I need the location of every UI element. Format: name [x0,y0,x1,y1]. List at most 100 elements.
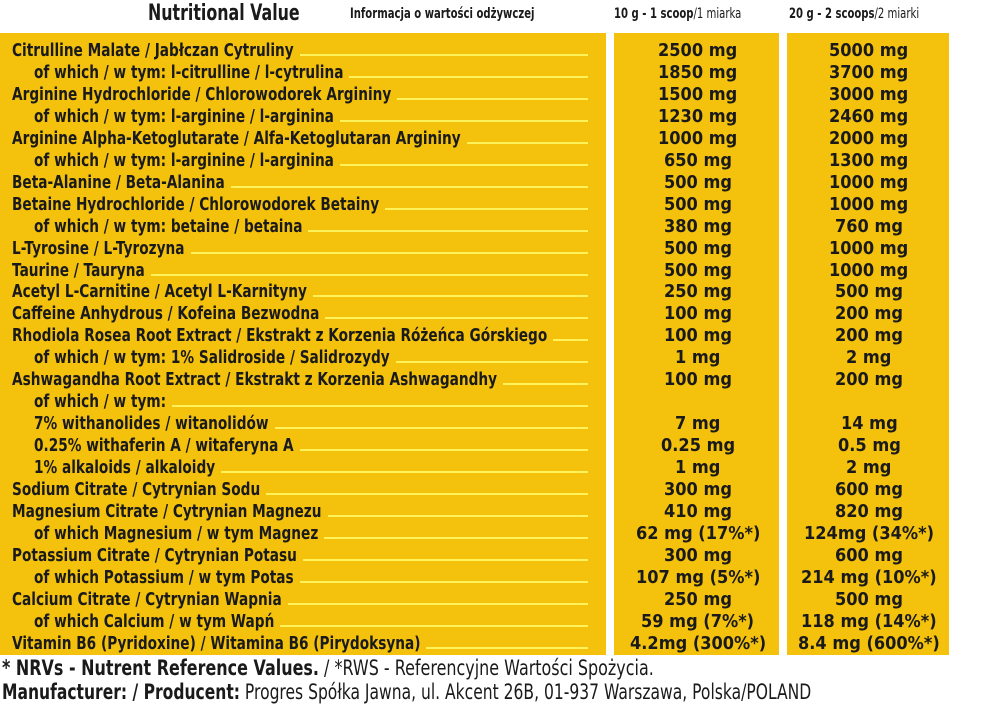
ingredient-label: of which / w tym: betaine / betaina [34,215,303,237]
value-two-scoops: 118 mg (14%*) [801,610,937,632]
table-row: Citrulline Malate / Jabłczan Cytruliny 25… [0,39,960,61]
column-header-2-bold: 20 g - 2 scoops [789,6,875,22]
table-row: Caffeine Anhydrous / Kofeina Bezwodna 100… [0,302,960,324]
ingredient-label: Calcium Citrate / Cytrynian Wapnia [12,588,282,610]
ingredient-label: of which / w tym: 1% Salidroside / Salid… [34,347,390,369]
leader-line [339,163,588,166]
leader-line [325,317,588,320]
value-one-scoop: 410 mg [664,500,732,522]
value-two-scoops: 5000 mg [829,40,909,61]
leader-line [466,141,588,144]
manufacturer-info: Manufacturer: / Producent: Progres Spółk… [2,680,811,704]
value-one-scoop: 250 mg [664,588,732,610]
value-two-scoops: 8.4 mg (600%*) [798,632,940,654]
table-row: Ashwagandha Root Extract / Ekstrakt z Ko… [0,368,960,390]
value-two-scoops: 0.5 mg [837,435,901,457]
table-row: Calcium Citrate / Cytrynian Wapnia 250 mg… [0,588,960,610]
value-two-scoops: 1000 mg [829,237,909,259]
ingredient-label: Rhodiola Rosea Root Extract / Ekstrakt z… [12,325,548,347]
value-two-scoops: 214 mg (10%*) [801,566,937,588]
ingredient-label: Betaine Hydrochloride / Chlorowodorek Be… [12,193,380,215]
value-one-scoop: 650 mg [664,149,732,171]
table-row: Magnesium Citrate / Cytrynian Magnezu 410… [0,500,960,522]
table-row: of which Calcium / w tym Wapń 59 mg (7%*)… [0,610,960,632]
ingredient-label: Arginine Alpha-Ketoglutarate / Alfa-Keto… [12,127,461,149]
leader-line [308,229,588,232]
value-one-scoop: 300 mg [664,479,732,500]
value-two-scoops: 1000 mg [829,259,909,281]
value-two-scoops: 2 mg [846,457,892,479]
leader-line [385,207,588,210]
ingredient-label: 7% withanolides / witanolidów [34,413,269,435]
table-row: of which / w tym: 1% Salidroside / Salid… [0,346,960,368]
table-row: Rhodiola Rosea Root Extract / Ekstrakt z… [0,324,960,346]
leader-line [221,471,588,474]
value-one-scoop: 0.25 mg [660,435,736,457]
table-row: Betaine Hydrochloride / Chlorowodorek Be… [0,193,960,215]
value-two-scoops: 820 mg [835,500,903,522]
ingredient-label: Acetyl L-Carnitine / Acetyl L-Karnityny [12,281,307,303]
leader-line [287,602,588,605]
one-scoop-panel [614,33,779,655]
ingredient-label: Caffeine Anhydrous / Kofeina Bezwodna [12,303,320,325]
value-two-scoops: 1000 mg [829,171,909,193]
table-row: of which / w tym: l-citrulline / l-cytru… [0,61,960,83]
table-row: of which Magnesium / w tym Magnez 62 mg (… [0,522,960,544]
value-two-scoops: 1300 mg [829,149,909,171]
table-row: of which Potassium / w tym Potas 107 mg (… [0,566,960,588]
ingredient-label: Citrulline Malate / Jabłczan Cytruliny [12,40,294,61]
ingredient-label: of which Magnesium / w tym Magnez [34,522,319,544]
value-one-scoop: 500 mg [664,171,732,193]
leader-line [274,427,588,430]
value-two-scoops: 200 mg [835,369,903,391]
leader-line [339,119,588,122]
value-two-scoops: 1000 mg [829,193,909,215]
ingredient-label: of which / w tym: [34,391,167,413]
leader-line [172,405,588,408]
value-one-scoop: 4.2mg (300%*) [629,632,767,654]
table-row: Sodium Citrate / Cytrynian Sodu 300 mg 600… [0,478,960,500]
leader-line [503,383,588,386]
leader-line [299,580,588,583]
ingredient-label: 0.25% withaferin A / witaferyna A [34,435,294,457]
ingredient-label: of which Potassium / w tym Potas [34,566,294,588]
ingredient-label: Ashwagandha Root Extract / Ekstrakt z Ko… [12,369,498,391]
leader-line [299,449,588,452]
manufacturer-label: Manufacturer: / Producent: [2,680,240,704]
leader-line [426,646,588,649]
ingredient-label: Sodium Citrate / Cytrynian Sodu [12,479,261,500]
table-row: of which / w tym: l-arginine / l-arginin… [0,149,960,171]
value-one-scoop: 500 mg [664,193,732,215]
table-row: 7% withanolides / witanolidów 7 mg 14 mg [0,412,960,434]
leader-line [327,514,588,517]
leader-line [397,97,588,100]
leader-line [230,185,588,188]
manufacturer-address: Progres Spółka Jawna, ul. Akcent 26B, 01… [239,680,812,704]
ingredient-label: L-Tyrosine / L-Tyrozyna [12,237,185,259]
value-one-scoop: 1230 mg [658,105,738,127]
value-one-scoop: 300 mg [664,544,732,566]
value-two-scoops: 3000 mg [829,83,909,105]
value-two-scoops: 600 mg [835,479,903,500]
value-one-scoop: 1000 mg [658,127,738,149]
value-one-scoop: 7 mg [675,413,721,435]
value-one-scoop: 59 mg (7%*) [641,610,755,632]
ingredient-label: Magnesium Citrate / Cytrynian Magnezu [12,500,322,522]
table-row: Arginine Alpha-Ketoglutarate / Alfa-Keto… [0,127,960,149]
value-one-scoop: 107 mg (5%*) [635,566,761,588]
value-two-scoops: 124mg (34%*) [804,522,934,544]
value-two-scoops: 200 mg [835,303,903,325]
table-row: 0.25% withaferin A / witaferyna A 0.25 mg… [0,434,960,456]
table-row: Acetyl L-Carnitine / Acetyl L-Karnityny 2… [0,280,960,302]
leader-line [324,536,588,539]
value-one-scoop: 62 mg (17%*) [635,522,761,544]
value-one-scoop: 100 mg [664,369,732,391]
nrv-footnote: * NRVs - Nutrent Reference Values. / *RW… [2,656,654,680]
ingredient-label: of which / w tym: l-arginine / l-arginin… [34,105,334,127]
page-subtitle: Informacja o wartości odżywczej [350,6,535,22]
leader-line [349,75,588,78]
two-scoops-panel [787,33,949,655]
value-one-scoop: 1500 mg [658,83,738,105]
value-two-scoops: 600 mg [835,544,903,566]
column-header-1-bold: 10 g - 1 scoop [614,6,694,22]
